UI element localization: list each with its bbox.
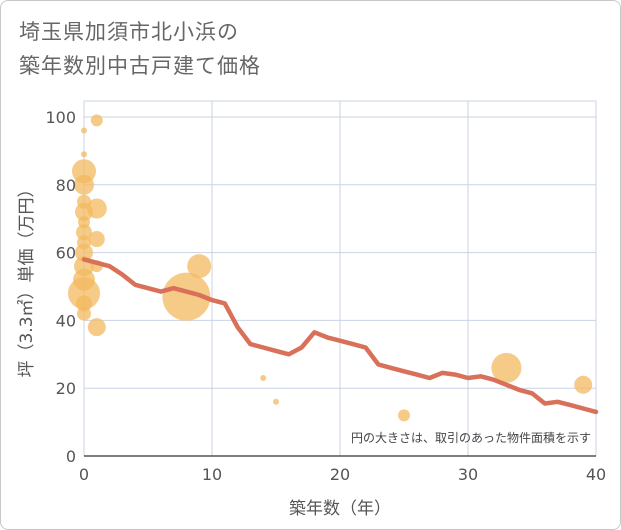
trend-line-group: [81, 257, 599, 415]
scatter-point: [574, 375, 593, 394]
y-tick-label: 100: [45, 108, 76, 127]
y-axis-label: 坪（3.3㎡）単価（万円）: [17, 180, 37, 377]
scatter-point: [260, 375, 267, 382]
scatter-point: [76, 224, 92, 241]
scatter-point: [75, 243, 93, 262]
scatter-points: [68, 114, 593, 422]
scatter-point: [187, 254, 212, 279]
scatter-point: [86, 198, 107, 219]
scatter-point: [491, 352, 522, 383]
scatter-point: [81, 127, 87, 134]
scatter-point: [76, 295, 92, 312]
y-tick-label: 80: [56, 176, 76, 195]
scatter-point: [398, 409, 410, 422]
y-tick-label: 20: [56, 379, 76, 398]
y-tick-label: 40: [56, 311, 76, 330]
bubble-size-note: 円の大きさは、取引のあった物件面積を示す: [351, 430, 591, 445]
x-axis-ticks: 0 10 20 30 40: [79, 465, 606, 484]
scatter-point: [87, 318, 106, 337]
x-tick-label: 10: [202, 465, 222, 484]
chart-title-line-2: 築年数別中古戸建て価格: [19, 54, 261, 78]
chart-title-line-1: 埼玉県加須市北小浜の: [19, 20, 239, 44]
scatter-point: [81, 151, 87, 158]
scatter-point: [77, 306, 91, 321]
scatter-point: [90, 114, 103, 127]
scatter-point: [162, 272, 211, 321]
scatter-point: [88, 231, 105, 248]
y-axis-ticks: 0 20 40 60 80 100: [45, 108, 76, 466]
scatter-point: [273, 398, 279, 405]
chart-title: 埼玉県加須市北小浜の 築年数別中古戸建て価格: [19, 15, 261, 83]
trend-line: [81, 257, 599, 415]
x-tick-label: 20: [330, 465, 350, 484]
x-tick-label: 30: [458, 465, 478, 484]
scatter-point: [68, 277, 100, 310]
x-tick-label: 40: [586, 465, 606, 484]
scatter-point: [74, 174, 94, 195]
x-axis-label: 築年数（年）: [289, 499, 391, 519]
y-tick-label: 60: [56, 244, 76, 263]
y-tick-label: 0: [66, 447, 76, 466]
grid-lines: [84, 101, 596, 457]
x-tick-label: 0: [79, 465, 89, 484]
